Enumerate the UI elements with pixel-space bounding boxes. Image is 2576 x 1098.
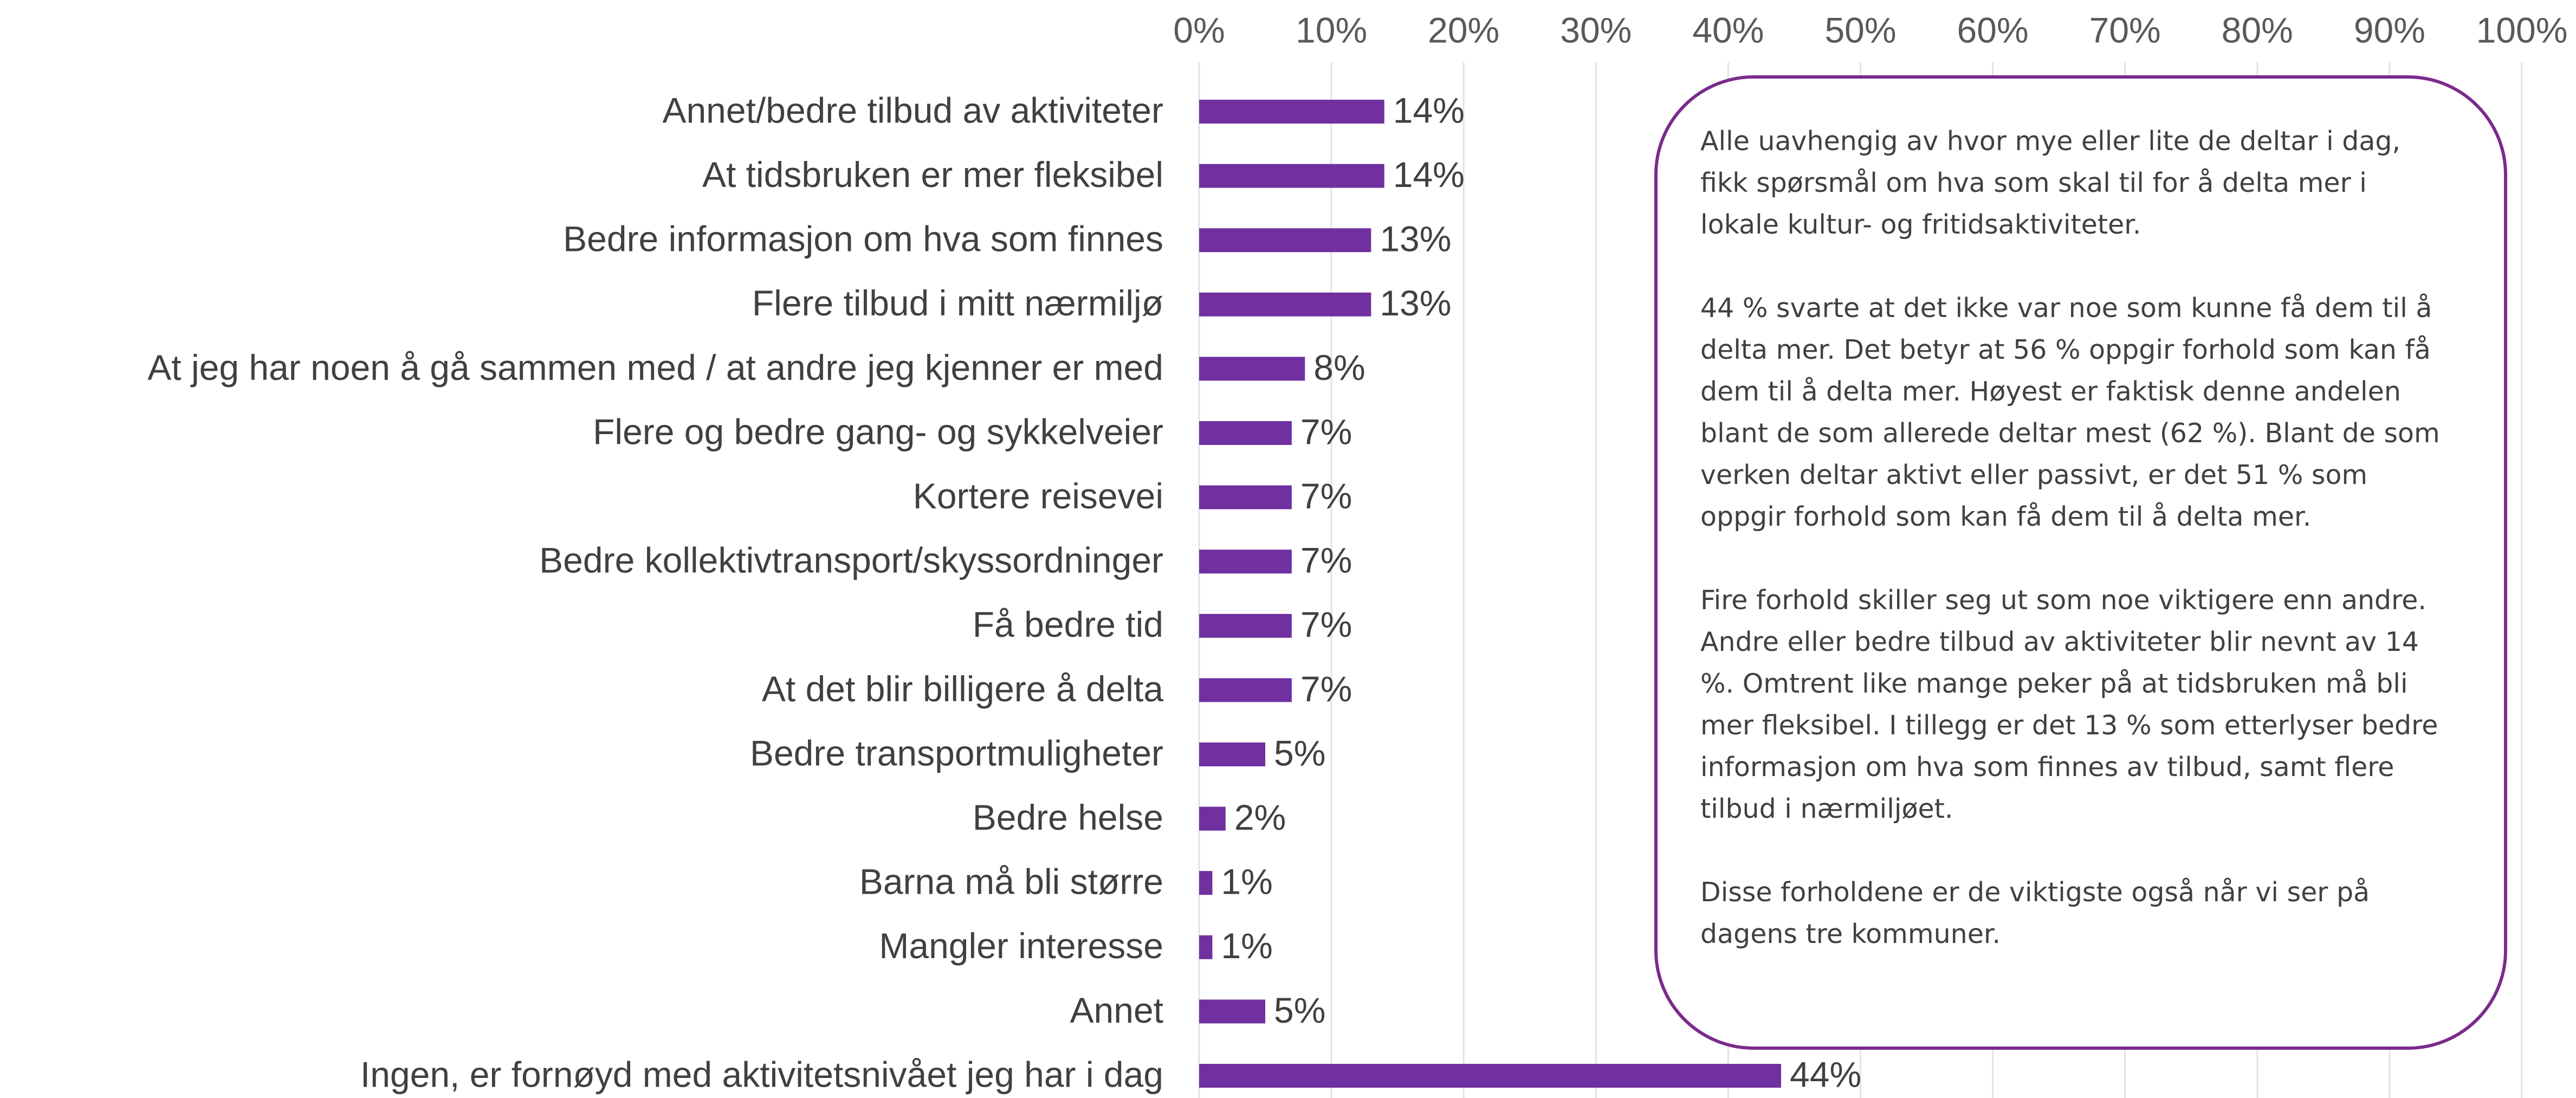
y-tick-label: Flere og bedre gang- og sykkelveier — [593, 411, 1163, 451]
bar — [1199, 228, 1371, 253]
data-label: 13% — [1380, 283, 1451, 323]
x-tick-label: 80% — [2222, 10, 2293, 50]
data-label: 5% — [1274, 990, 1325, 1030]
data-label: 13% — [1380, 219, 1451, 259]
data-label: 8% — [1313, 347, 1365, 387]
data-label: 7% — [1300, 411, 1352, 451]
x-tick-label: 0% — [1173, 10, 1225, 50]
y-tick-label: Kortere reisevei — [913, 476, 1163, 516]
x-tick-label: 10% — [1296, 10, 1367, 50]
note-paragraph: Fire forhold skiller seg ut som noe vikt… — [1700, 585, 2438, 824]
note-box — [1654, 75, 2507, 1050]
y-tick-label: Annet/bedre tilbud av aktiviteter — [662, 90, 1163, 130]
y-tick-label: Mangler interesse — [879, 926, 1163, 966]
x-tick-label: 100% — [2476, 10, 2568, 50]
y-tick-label: At tidsbruken er mer fleksibel — [702, 154, 1163, 195]
bar — [1199, 999, 1266, 1024]
data-label: 1% — [1221, 862, 1272, 902]
note-paragraph: 44 % svarte at det ikke var noe som kunn… — [1700, 293, 2440, 532]
y-tick-label: At det blir billigere å delta — [762, 669, 1163, 709]
note-text: Alle uavhengig av hvor mye eller lite de… — [1700, 120, 2454, 997]
bar — [1199, 935, 1213, 959]
bar — [1199, 678, 1292, 702]
data-label: 7% — [1300, 540, 1352, 580]
x-tick-label: 20% — [1428, 10, 1499, 50]
bar — [1199, 613, 1292, 638]
data-label: 1% — [1221, 926, 1272, 966]
x-tick-label: 70% — [2089, 10, 2161, 50]
bar — [1199, 292, 1371, 317]
note-paragraph: Alle uavhengig av hvor mye eller lite de… — [1700, 126, 2401, 240]
bar — [1199, 421, 1292, 445]
x-tick-label: 50% — [1824, 10, 1896, 50]
data-label: 2% — [1234, 797, 1286, 837]
bar — [1199, 806, 1226, 831]
data-label: 14% — [1393, 90, 1465, 130]
x-tick-label: 60% — [1957, 10, 2029, 50]
x-tick-label: 30% — [1560, 10, 1632, 50]
bar — [1199, 485, 1292, 509]
y-tick-label: Bedre kollektivtransport/skyssordninger — [539, 540, 1163, 580]
y-tick-label: Få bedre tid — [973, 604, 1163, 644]
y-tick-label: Annet — [1070, 990, 1163, 1030]
data-label: 7% — [1300, 669, 1352, 709]
note-paragraph: Disse forholdene er de viktigste også nå… — [1700, 877, 2370, 950]
bar — [1199, 1064, 1782, 1088]
y-tick-label: Ingen, er fornøyd med aktivitetsnivået j… — [360, 1054, 1163, 1094]
data-label: 5% — [1274, 733, 1325, 773]
x-tick-label: 40% — [1692, 10, 1764, 50]
y-tick-label: Bedre informasjon om hva som finnes — [563, 219, 1163, 259]
y-tick-label: Bedre helse — [973, 797, 1163, 837]
y-tick-label: Barna må bli større — [859, 862, 1163, 902]
y-tick-label: At jeg har noen å gå sammen med / at and… — [147, 347, 1163, 387]
y-tick-label: Bedre transportmuligheter — [750, 733, 1163, 773]
y-tick-label: Flere tilbud i mitt nærmiljø — [752, 283, 1163, 323]
bar — [1199, 871, 1213, 895]
x-tick-label: 90% — [2354, 10, 2425, 50]
bar — [1199, 550, 1292, 574]
bar — [1199, 742, 1266, 766]
bar — [1199, 100, 1384, 124]
data-label: 7% — [1300, 604, 1352, 644]
data-label: 7% — [1300, 476, 1352, 516]
data-label: 44% — [1790, 1054, 1861, 1094]
bar — [1199, 164, 1384, 188]
bar — [1199, 357, 1305, 381]
data-label: 14% — [1393, 154, 1465, 195]
